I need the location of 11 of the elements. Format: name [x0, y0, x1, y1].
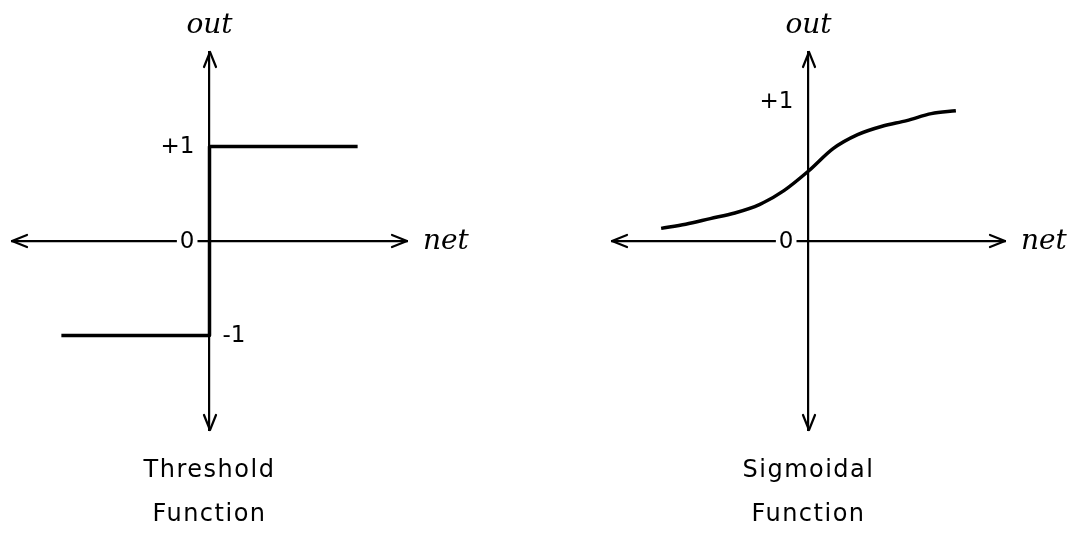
x-axis-title: net	[1021, 223, 1068, 256]
y-tick-label: 0	[179, 226, 195, 253]
text: Sigmoidal Function	[741, 454, 876, 529]
y-tick-label: +1	[759, 86, 794, 113]
y-tick-label: 0	[778, 226, 794, 253]
y-axis-title: out	[785, 7, 833, 40]
y-tick-label: +1	[160, 132, 195, 159]
y-axis-title: out	[186, 7, 234, 40]
text: Threshold Function	[142, 454, 277, 529]
annotation: -1	[222, 321, 246, 348]
x-axis-title: net	[423, 223, 470, 256]
